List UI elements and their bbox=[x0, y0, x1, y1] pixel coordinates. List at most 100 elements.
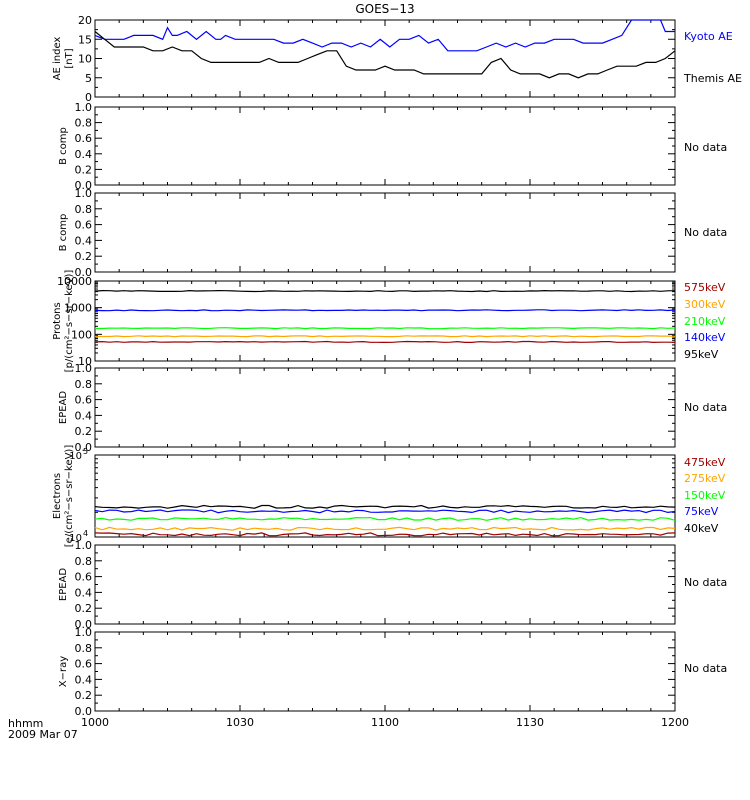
75kev-line bbox=[94, 509, 676, 514]
y-tick-label: 0.0 bbox=[75, 179, 93, 192]
y-tick-label: 0.4 bbox=[75, 409, 93, 422]
y-tick-label: 0.0 bbox=[75, 266, 93, 279]
legend-label: 575keV bbox=[684, 281, 726, 294]
time-label-hhmm: hhmm bbox=[8, 717, 43, 730]
y-axis-label: [e/(cm²−s−sr−keV)] bbox=[64, 445, 75, 548]
y-tick-label: 20 bbox=[78, 14, 92, 27]
panel-4: 10 100 1000 10000 Protons [p/(cm²−s−sr−keV)] 5… bbox=[52, 270, 726, 373]
panel-2-frame bbox=[94, 106, 676, 186]
y-tick-label: 0.8 bbox=[75, 378, 93, 391]
legend-label: 140keV bbox=[684, 331, 726, 344]
legend-label: 75keV bbox=[684, 505, 719, 518]
y-tick-label: 0 bbox=[85, 91, 92, 104]
y-axis-label: [nT] bbox=[64, 48, 75, 68]
x-tick-label: 1200 bbox=[661, 716, 689, 729]
panel-5: 0.0 0.2 0.4 0.6 0.8 1.0 EPEAD No data bbox=[58, 362, 727, 454]
40kev-line bbox=[94, 504, 676, 509]
legend-label: 300keV bbox=[684, 298, 726, 311]
y-tick-label: 1000 bbox=[64, 302, 92, 315]
y-tick-label: 10 bbox=[78, 53, 92, 66]
95kev-line bbox=[94, 289, 676, 293]
y-tick-label: 10 bbox=[78, 355, 92, 368]
panel-1: 0 5 10 15 20 AE index [nT] Kyoto AE Themis AE bbox=[52, 14, 742, 104]
legend-label: Themis AE bbox=[683, 72, 742, 85]
panel-7: 0.0 0.2 0.4 0.6 0.8 1.0 EPEAD No data bbox=[58, 539, 727, 631]
y-tick-label: 0.6 bbox=[75, 394, 93, 407]
140kev-line bbox=[94, 309, 676, 312]
y-axis-label: EPEAD bbox=[58, 391, 69, 425]
y-tick-label: 0.0 bbox=[75, 705, 93, 718]
y-tick-label: 0.6 bbox=[75, 132, 93, 145]
no-data-label: No data bbox=[684, 401, 727, 414]
275kev-line bbox=[94, 526, 676, 531]
y-tick-label: 1.0 bbox=[75, 626, 93, 639]
panel-2: 0.0 0.2 0.4 0.6 0.8 1.0 B comp No data bbox=[58, 101, 727, 192]
y-axis-label: Electrons bbox=[52, 473, 63, 519]
y-axis-label: AE index bbox=[52, 37, 63, 81]
y-tick-label: 0.2 bbox=[75, 250, 93, 263]
panel-6-frame bbox=[94, 454, 676, 538]
y-tick-label: 0.8 bbox=[75, 117, 93, 130]
y-tick-label: 0.4 bbox=[75, 234, 93, 247]
y-tick-label: 0.6 bbox=[75, 219, 93, 232]
x-tick-label: 1100 bbox=[371, 716, 399, 729]
y-tick-label: 0.4 bbox=[75, 148, 93, 161]
y-axis-label: B comp bbox=[58, 127, 69, 165]
y-tick-label: 15 bbox=[78, 33, 92, 46]
y-tick-label: 0.2 bbox=[75, 425, 93, 438]
y-tick-label: 0.2 bbox=[75, 163, 93, 176]
y-tick-label: 0.0 bbox=[75, 618, 93, 631]
y-tick-label: 0.4 bbox=[75, 586, 93, 599]
y-tick-label: 0.8 bbox=[75, 203, 93, 216]
y-tick-label: 0.2 bbox=[75, 602, 93, 615]
210kev-line bbox=[95, 327, 676, 330]
y-tick-label: 0.2 bbox=[75, 689, 93, 702]
no-data-label: No data bbox=[684, 226, 727, 239]
x-tick-label: 1000 bbox=[81, 716, 109, 729]
y-tick-label: 0.8 bbox=[75, 555, 93, 568]
legend-label: Kyoto AE bbox=[684, 30, 733, 43]
300kev-line bbox=[94, 335, 676, 338]
y-axis-label: EPEAD bbox=[58, 568, 69, 602]
y-tick-label: 0.6 bbox=[75, 571, 93, 584]
y-axis-label: [p/(cm²−s−sr−keV)] bbox=[64, 270, 75, 373]
y-tick-exponent: 5 bbox=[83, 447, 88, 456]
panel-5-frame bbox=[94, 367, 676, 448]
y-tick-label: 1.0 bbox=[75, 362, 93, 375]
panel-3-frame bbox=[94, 192, 676, 273]
legend-label: 210keV bbox=[684, 315, 726, 328]
legend-label: 275keV bbox=[684, 472, 726, 485]
150kev-line bbox=[94, 516, 676, 521]
y-tick-label: 0.0 bbox=[75, 441, 93, 454]
legend-label: 150keV bbox=[684, 489, 726, 502]
y-tick-label: 1.0 bbox=[75, 101, 93, 114]
panel-8: 0.0 0.2 0.4 0.6 0.8 1.0 X−ray No data bbox=[58, 626, 727, 718]
kyoto-ae-line bbox=[94, 19, 675, 52]
y-tick-label: 5 bbox=[85, 72, 92, 85]
legend-label: 475keV bbox=[684, 456, 726, 469]
no-data-label: No data bbox=[684, 576, 727, 589]
575kev-line bbox=[94, 340, 676, 344]
plot-title: GOES−13 bbox=[355, 2, 414, 16]
legend-label: 95keV bbox=[684, 348, 719, 361]
y-tick-label: 1.0 bbox=[75, 539, 93, 552]
panel-8-frame bbox=[94, 631, 676, 712]
y-axis-label: Protons bbox=[52, 302, 63, 339]
y-tick-label: 0.8 bbox=[75, 642, 93, 655]
panel-7-frame bbox=[94, 544, 676, 625]
y-axis-label: B comp bbox=[58, 214, 69, 252]
time-label-date: 2009 Mar 07 bbox=[8, 728, 78, 741]
y-tick-label: 10 bbox=[69, 451, 82, 462]
y-tick-label: 10000 bbox=[57, 275, 92, 288]
475kev-line bbox=[94, 532, 676, 537]
themis-ae-line bbox=[94, 31, 676, 79]
panel-1-frame bbox=[94, 19, 676, 98]
y-tick-label: 1.0 bbox=[75, 187, 93, 200]
y-tick-label: 10 bbox=[69, 533, 82, 544]
no-data-label: No data bbox=[684, 662, 727, 675]
y-tick-label: 0.6 bbox=[75, 658, 93, 671]
y-tick-label: 0.4 bbox=[75, 673, 93, 686]
